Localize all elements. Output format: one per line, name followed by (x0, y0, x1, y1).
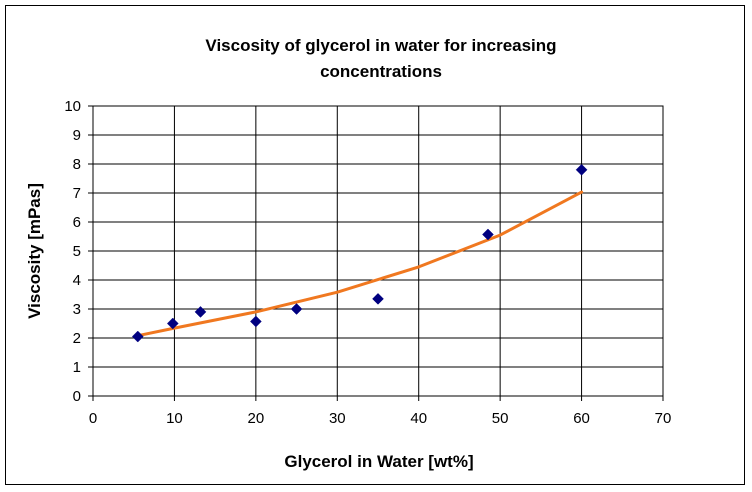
x-tick-label: 50 (492, 410, 509, 427)
trend-layer (136, 190, 584, 338)
y-tick-label: 5 (73, 243, 81, 260)
y-tick-label: 6 (73, 214, 81, 231)
data-point-diamond (290, 303, 303, 315)
chart-title-line1: Viscosity of glycerol in water for incre… (205, 36, 556, 55)
chart-frame: Viscosity of glycerol in water for incre… (5, 5, 745, 485)
data-point-diamond (482, 228, 494, 241)
y-tick-label: 2 (73, 330, 81, 347)
y-tick-label: 9 (73, 127, 81, 144)
x-tick-label: 30 (329, 410, 346, 427)
y-tick-label: 3 (73, 301, 81, 318)
grid-layer (92, 105, 664, 397)
data-point-diamond (372, 292, 384, 305)
chart-svg: Viscosity of glycerol in water for incre… (25, 36, 671, 471)
x-tick-label: 0 (89, 410, 97, 427)
data-point-diamond (131, 330, 144, 343)
data-point-diamond (575, 163, 588, 176)
y-tick-label: 10 (64, 98, 81, 115)
chart-title-line2: concentrations (320, 62, 442, 81)
y-tick-label: 4 (73, 272, 81, 289)
x-axis-title: Glycerol in Water [wt%] (284, 452, 473, 471)
x-tick-label: 40 (410, 410, 427, 427)
data-point-diamond (194, 306, 207, 318)
x-tick-label: 20 (248, 410, 265, 427)
y-tick-label: 8 (73, 156, 81, 173)
marker-layer (131, 163, 588, 343)
trendline (136, 190, 584, 338)
x-tick-label: 70 (655, 410, 672, 427)
data-point-diamond (166, 317, 179, 330)
y-axis-title: Viscosity [mPas] (25, 183, 44, 319)
y-tick-label: 1 (73, 359, 81, 376)
tick-layer: 0 10 20 30 40 50 60 70 0 1 2 3 4 5 6 7 8 9 10 (64, 98, 671, 427)
x-tick-label: 10 (166, 410, 183, 427)
y-tick-label: 0 (73, 388, 81, 405)
data-point-diamond (250, 315, 262, 328)
x-tick-label: 60 (573, 410, 590, 427)
y-tick-label: 7 (73, 185, 81, 202)
